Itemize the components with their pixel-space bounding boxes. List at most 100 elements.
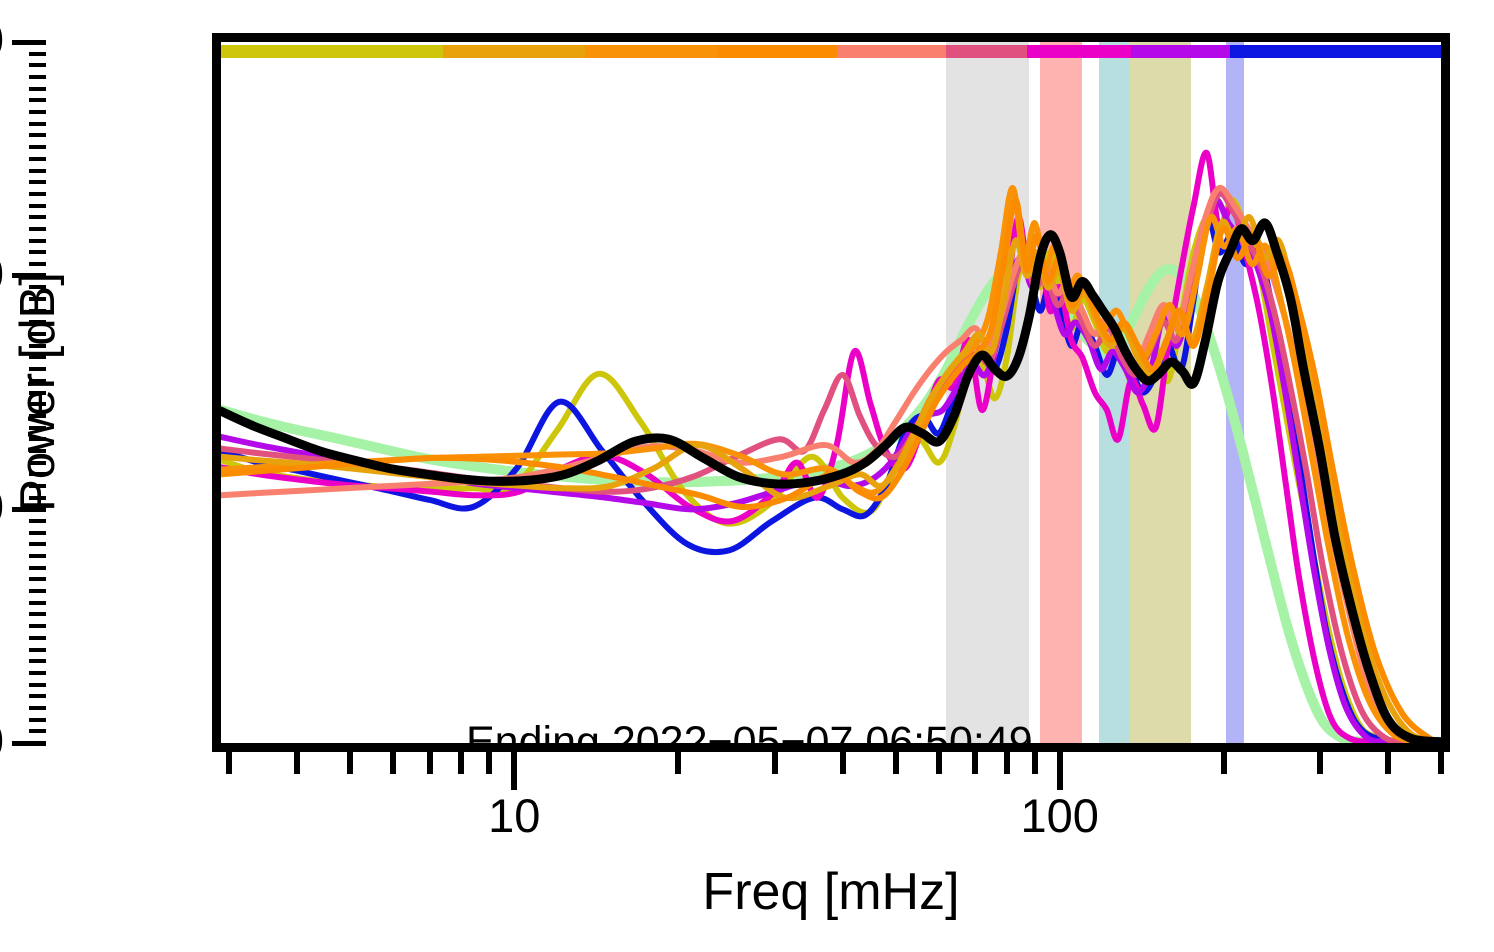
plot-clip: Ending 2022−05−07 06:50:49 (221, 42, 1441, 743)
y-tick-minor (29, 238, 46, 243)
y-tick-minor (29, 448, 46, 453)
y-tick-minor (29, 156, 46, 161)
y-tick-minor (29, 98, 46, 103)
x-tick-label: 100 (1020, 789, 1099, 842)
y-tick-minor (29, 413, 46, 418)
y-tick-minor (29, 390, 46, 395)
y-tick-major (12, 39, 46, 45)
x-tick-major (511, 752, 518, 790)
plot-area: Ending 2022−05−07 06:50:49 (212, 33, 1450, 752)
y-tick-label: 40 (0, 16, 4, 63)
y-tick-minor (29, 554, 46, 559)
spectra-curves-layer (221, 42, 1441, 743)
y-tick-minor (29, 589, 46, 594)
ending-timestamp-annotation: Ending 2022−05−07 06:50:49 (466, 718, 1033, 743)
x-tick-minor (226, 752, 233, 774)
y-tick-minor (29, 121, 46, 126)
y-tick-major (12, 506, 46, 512)
x-tick-minor (426, 752, 433, 774)
y-tick-minor (29, 308, 46, 313)
curve-mean-spectrum (221, 223, 1441, 742)
x-tick-minor (390, 752, 397, 774)
x-tick-minor (1220, 752, 1227, 774)
y-tick-minor (29, 635, 46, 640)
y-tick-minor (29, 86, 46, 91)
y-tick-minor (29, 215, 46, 220)
y-tick-minor (29, 191, 46, 196)
y-tick-minor (29, 542, 46, 547)
frequency-colorbar (221, 45, 1441, 58)
x-tick-minor (1316, 752, 1323, 774)
y-tick-minor (29, 168, 46, 173)
y-tick-minor (29, 285, 46, 290)
y-tick-minor (29, 472, 46, 477)
y-tick-minor (29, 624, 46, 629)
y-tick-minor (29, 367, 46, 372)
seg-orange (585, 45, 717, 58)
y-tick-minor (29, 495, 46, 500)
y-tick-minor (29, 647, 46, 652)
band-cyan (1098, 42, 1130, 743)
y-tick-minor (29, 460, 46, 465)
y-tick-minor (29, 110, 46, 115)
x-tick-minor (1031, 752, 1038, 774)
x-tick-minor (347, 752, 354, 774)
y-tick-minor (29, 425, 46, 430)
x-tick-major (1056, 752, 1063, 790)
y-tick-minor (29, 332, 46, 337)
y-tick-minor (29, 705, 46, 710)
y-tick-minor (29, 530, 46, 535)
y-tick-minor (29, 682, 46, 687)
y-tick-minor (29, 670, 46, 675)
seg-deep-orange (716, 45, 837, 58)
x-tick-label: 10 (488, 789, 541, 842)
y-tick-label: 0 (0, 483, 4, 530)
seg-goldenrod (442, 45, 586, 58)
y-tick-minor (29, 519, 46, 524)
x-tick-minor (1438, 752, 1444, 774)
x-tick-minor (458, 752, 465, 774)
y-tick-minor (29, 483, 46, 488)
y-tick-minor (29, 250, 46, 255)
x-axis-title: Freq [mHz] (702, 863, 960, 921)
y-tick-minor (29, 600, 46, 605)
seg-salmon (836, 45, 947, 58)
x-tick-minor (839, 752, 846, 774)
y-tick-minor (29, 612, 46, 617)
y-tick-minor (29, 203, 46, 208)
x-tick-minor (972, 752, 979, 774)
y-tick-minor (29, 63, 46, 68)
y-tick-minor (29, 378, 46, 383)
x-tick-minor (935, 752, 942, 774)
y-tick-minor (29, 717, 46, 722)
y-tick-minor (29, 226, 46, 231)
x-tick-minor (294, 752, 301, 774)
x-tick-minor (771, 752, 778, 774)
y-tick-label: 20 (0, 250, 4, 297)
y-tick-label: −20 (0, 717, 4, 764)
x-tick-minor (1385, 752, 1392, 774)
x-tick-minor (892, 752, 899, 774)
seg-blue (1229, 45, 1441, 58)
x-tick-minor (1003, 752, 1010, 774)
seg-violet (1130, 45, 1230, 58)
y-tick-minor (29, 729, 46, 734)
y-tick-minor (29, 51, 46, 56)
y-tick-major (12, 740, 46, 746)
y-tick-minor (29, 659, 46, 664)
seg-magenta (1026, 45, 1131, 58)
y-tick-minor (29, 320, 46, 325)
y-tick-minor (29, 133, 46, 138)
y-tick-minor (29, 261, 46, 266)
band-pink (1039, 42, 1083, 743)
x-tick-minor (675, 752, 682, 774)
seg-yellow (221, 45, 443, 58)
y-tick-minor (29, 565, 46, 570)
y-tick-minor (29, 355, 46, 360)
y-tick-minor (29, 343, 46, 348)
seg-rose (946, 45, 1027, 58)
y-tick-minor (29, 297, 46, 302)
y-tick-minor (29, 75, 46, 80)
y-tick-major (12, 273, 46, 279)
